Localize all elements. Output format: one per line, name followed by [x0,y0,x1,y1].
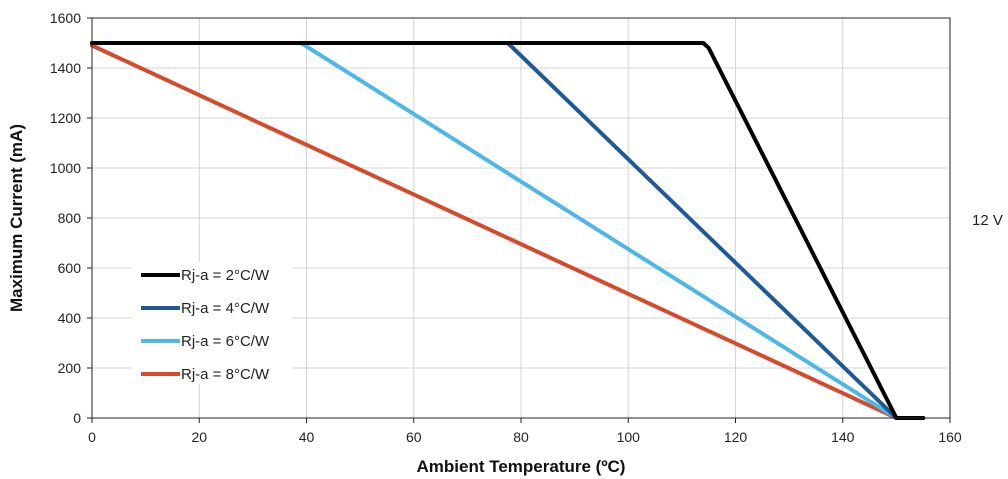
x-tick-label: 60 [406,429,422,445]
legend-background [132,262,292,384]
x-axis-title: Ambient Temperature (ºC) [417,457,626,476]
x-tick-label: 120 [724,429,748,445]
y-tick-label: 1400 [50,60,81,76]
y-tick-label: 1000 [50,160,81,176]
x-tick-label: 160 [938,429,962,445]
x-tick-label: 80 [513,429,529,445]
y-tick-label: 1600 [50,10,81,26]
legend: Rj-a = 2°C/W Rj-a = 4°C/W Rj-a = 6°C/W Rj-a… [132,262,292,384]
x-tick-label: 100 [617,429,641,445]
y-tick-label: 0 [73,410,81,426]
y-axis-title: Maximum Current (mA) [7,124,26,312]
plot-frame [91,17,951,419]
voltage-label: 12 V [972,212,1003,229]
legend-label: Rj-a = 8°C/W [181,366,270,383]
y-tick-label: 1200 [50,110,81,126]
y-tick-label: 400 [58,310,82,326]
x-tick-label: 40 [299,429,315,445]
y-tick-label: 600 [58,260,82,276]
legend-label: Rj-a = 6°C/W [181,333,270,350]
x-tick-label: 0 [88,429,96,445]
legend-label: Rj-a = 2°C/W [181,267,270,284]
y-tick-label: 200 [58,360,82,376]
x-tick-label: 140 [831,429,855,445]
legend-label: Rj-a = 4°C/W [181,300,270,317]
y-tick-label: 800 [58,210,82,226]
tick-labels: 0 20 40 60 80 100 120 140 1600200400600800100012… [50,10,962,445]
x-tick-label: 20 [191,429,207,445]
